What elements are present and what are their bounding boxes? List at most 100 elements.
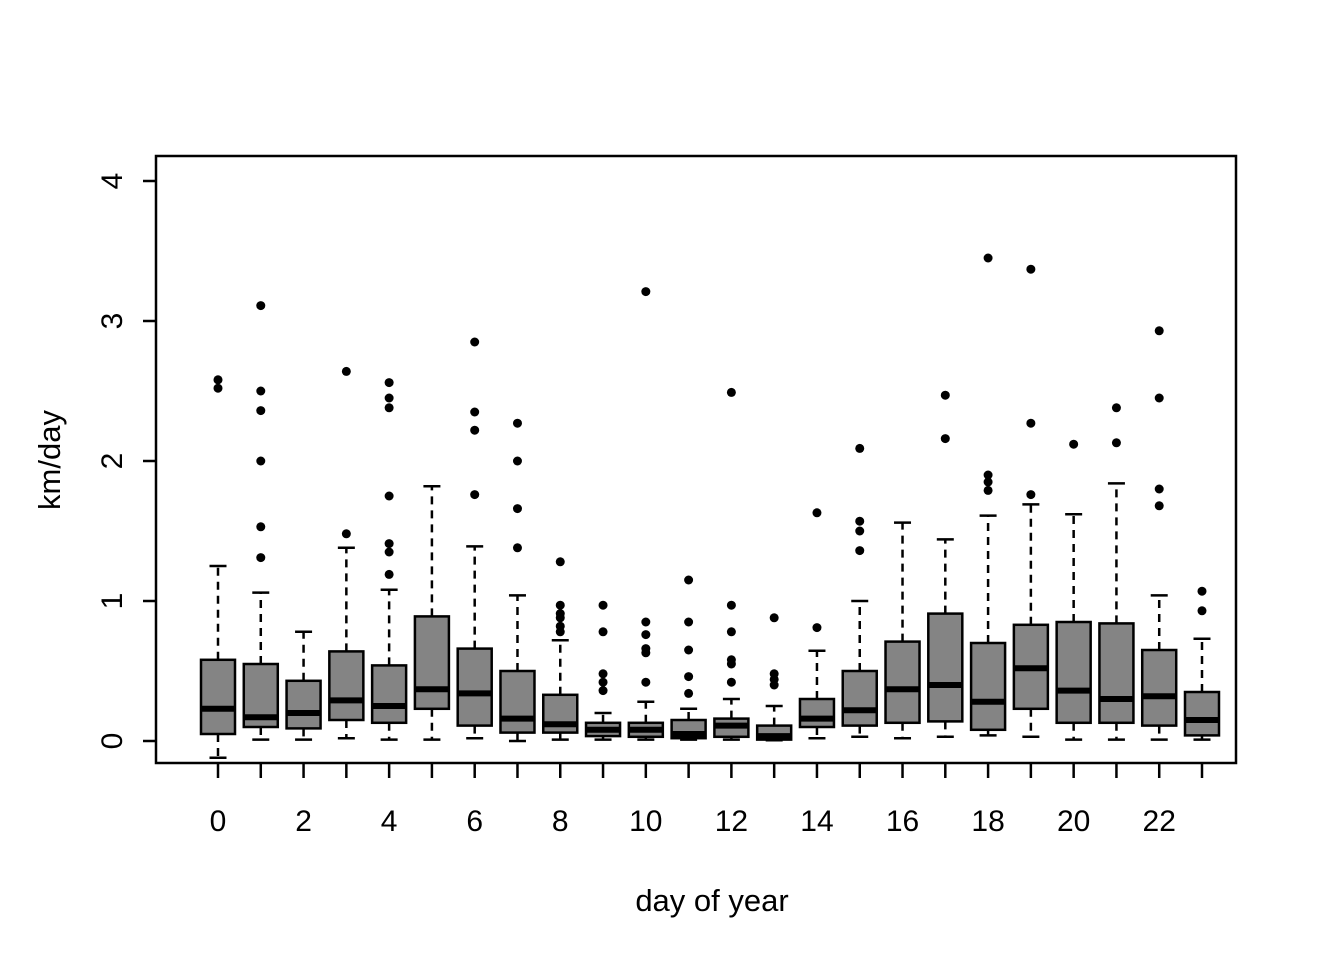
outlier-point	[555, 613, 565, 623]
iqr-box	[1183, 690, 1221, 737]
x-tick-label: 8	[552, 805, 569, 838]
iqr-box	[413, 615, 451, 711]
outlier-point	[1069, 439, 1079, 449]
x-tick-label: 20	[1057, 805, 1090, 838]
outlier-point	[812, 508, 822, 518]
outlier-point	[598, 627, 608, 637]
outlier-point	[684, 688, 694, 698]
iqr-box	[927, 612, 964, 723]
outlier-point	[256, 522, 266, 532]
outlier-point	[598, 686, 608, 696]
outlier-point	[1154, 501, 1164, 511]
iqr-box	[370, 664, 408, 725]
outlier-point	[512, 418, 522, 428]
outlier-point	[855, 546, 865, 556]
iqr-box	[199, 658, 237, 736]
outlier-point	[1026, 490, 1036, 500]
y-tick-label: 1	[96, 593, 129, 610]
outlier-point	[855, 516, 865, 526]
x-tick-label: 6	[466, 805, 483, 838]
y-tick-label: 0	[96, 733, 129, 750]
outlier-point	[1154, 326, 1164, 336]
outlier-point	[1197, 586, 1207, 596]
outlier-point	[983, 470, 993, 480]
outlier-point	[1197, 606, 1207, 616]
x-tick-label: 2	[295, 805, 312, 838]
outlier-point	[983, 485, 993, 495]
outlier-point	[726, 677, 736, 687]
outlier-point	[1026, 264, 1036, 274]
outlier-point	[1026, 418, 1036, 428]
y-tick-label: 2	[96, 453, 129, 470]
y-axis-title: km/day	[32, 410, 67, 510]
outlier-point	[812, 623, 822, 633]
outlier-point	[726, 600, 736, 610]
outlier-point	[256, 553, 266, 563]
outlier-point	[940, 390, 950, 400]
outlier-point	[341, 529, 351, 539]
outlier-point	[598, 600, 608, 610]
outlier-point	[555, 600, 565, 610]
outlier-point	[256, 301, 266, 311]
x-tick-label: 0	[210, 805, 227, 838]
outlier-point	[684, 617, 694, 627]
outlier-point	[512, 504, 522, 514]
iqr-box	[1140, 648, 1178, 727]
outlier-point	[598, 669, 608, 679]
x-tick-label: 22	[1143, 805, 1176, 838]
outlier-point	[213, 375, 223, 385]
outlier-point	[470, 337, 480, 347]
x-tick-label: 12	[715, 805, 748, 838]
outlier-point	[384, 491, 394, 501]
x-tick-label: 10	[629, 805, 662, 838]
outlier-point	[256, 406, 266, 416]
outlier-point	[1111, 403, 1121, 413]
outlier-point	[598, 677, 608, 687]
outlier-point	[555, 557, 565, 567]
outlier-point	[256, 456, 266, 466]
iqr-box	[328, 650, 365, 722]
iqr-box	[1098, 622, 1135, 725]
outlier-point	[384, 403, 394, 413]
plot-border	[154, 154, 1238, 765]
outlier-point	[726, 659, 736, 669]
outlier-point	[512, 543, 522, 553]
outlier-point	[641, 677, 651, 687]
outlier-point	[769, 613, 779, 623]
outlier-point	[470, 407, 480, 417]
outlier-point	[470, 425, 480, 435]
x-axis-title: day of year	[635, 883, 788, 918]
outlier-point	[512, 456, 522, 466]
iqr-box	[841, 669, 878, 727]
outlier-point	[726, 387, 736, 397]
iqr-box	[1055, 620, 1092, 725]
outlier-point	[983, 253, 993, 263]
y-tick-label: 3	[96, 313, 129, 330]
outlier-point	[940, 434, 950, 444]
outlier-point	[641, 617, 651, 627]
outlier-point	[384, 393, 394, 403]
iqr-box	[884, 640, 921, 725]
x-tick-label: 14	[800, 805, 833, 838]
outlier-point	[384, 569, 394, 579]
outlier-point	[684, 672, 694, 682]
outlier-point	[855, 443, 865, 453]
outlier-point	[470, 490, 480, 500]
outlier-point	[341, 366, 351, 376]
outlier-point	[213, 383, 223, 393]
x-tick-label: 4	[381, 805, 398, 838]
outlier-point	[384, 378, 394, 388]
outlier-point	[641, 630, 651, 640]
outlier-point	[769, 680, 779, 690]
outlier-point	[855, 526, 865, 536]
outlier-point	[684, 645, 694, 655]
y-tick-label: 4	[96, 173, 129, 190]
iqr-box	[499, 669, 536, 734]
outlier-point	[641, 648, 651, 658]
outlier-point	[1111, 438, 1121, 448]
outlier-point	[384, 539, 394, 549]
outlier-point	[555, 627, 565, 637]
outlier-point	[684, 575, 694, 585]
